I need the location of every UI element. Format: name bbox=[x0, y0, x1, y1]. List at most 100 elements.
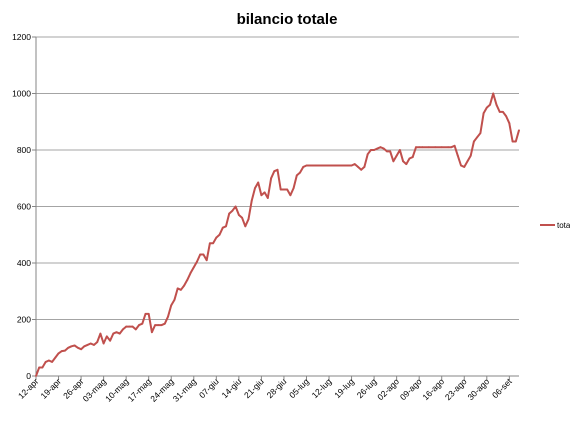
data-point bbox=[299, 171, 301, 174]
data-point bbox=[202, 253, 205, 256]
x-tick-label: 06-set bbox=[490, 376, 514, 400]
data-point bbox=[379, 146, 382, 149]
data-point bbox=[228, 212, 231, 215]
x-tick-label: 30-ago bbox=[465, 376, 491, 402]
data-point bbox=[86, 344, 89, 346]
data-point bbox=[244, 225, 247, 228]
data-point bbox=[254, 187, 256, 190]
data-point bbox=[360, 168, 363, 171]
data-point bbox=[395, 154, 398, 157]
series-line-totale bbox=[35, 92, 520, 377]
y-tick-label: 1000 bbox=[12, 89, 31, 99]
data-point bbox=[312, 164, 314, 167]
data-point bbox=[189, 271, 192, 274]
data-point bbox=[57, 352, 60, 355]
data-point bbox=[495, 103, 498, 106]
x-tick-label: 07-giu bbox=[197, 376, 221, 400]
data-point bbox=[347, 164, 350, 167]
data-point bbox=[382, 147, 385, 150]
data-point bbox=[54, 356, 57, 359]
data-point bbox=[363, 166, 366, 168]
data-point bbox=[266, 197, 269, 199]
data-point bbox=[196, 260, 198, 263]
data-point bbox=[482, 112, 485, 115]
data-point bbox=[51, 360, 53, 363]
data-point bbox=[498, 110, 501, 113]
x-tick-label: 17-mag bbox=[126, 376, 154, 404]
data-point bbox=[131, 325, 134, 328]
data-point bbox=[369, 149, 372, 151]
data-point bbox=[215, 236, 218, 239]
x-tick-label: 03-mag bbox=[81, 376, 109, 404]
data-point bbox=[160, 324, 163, 327]
series-layer bbox=[35, 92, 520, 377]
data-point bbox=[44, 360, 47, 363]
data-point bbox=[421, 146, 424, 149]
data-point bbox=[405, 163, 408, 166]
data-point bbox=[305, 164, 308, 167]
data-point bbox=[144, 312, 147, 315]
data-point bbox=[276, 168, 279, 171]
data-point bbox=[205, 259, 208, 262]
data-point bbox=[237, 214, 240, 216]
data-point bbox=[334, 164, 337, 167]
data-point bbox=[250, 199, 253, 202]
data-point bbox=[115, 331, 118, 334]
data-point bbox=[386, 150, 388, 153]
legend-label-totale: totale bbox=[557, 221, 570, 230]
data-point bbox=[109, 339, 111, 342]
data-point bbox=[398, 149, 401, 151]
data-point bbox=[492, 92, 495, 95]
y-tick-label: 0 bbox=[26, 371, 31, 381]
data-point bbox=[440, 146, 443, 149]
data-point bbox=[234, 205, 237, 208]
data-point bbox=[321, 164, 324, 167]
data-point bbox=[47, 359, 50, 362]
data-point bbox=[167, 315, 169, 318]
data-point bbox=[402, 160, 404, 163]
axes bbox=[32, 36, 519, 380]
data-point bbox=[408, 157, 411, 160]
data-point bbox=[112, 332, 115, 335]
x-tick-label: 26-lug bbox=[355, 376, 379, 400]
data-point bbox=[295, 174, 298, 177]
data-point bbox=[60, 350, 63, 353]
data-point bbox=[105, 335, 108, 338]
data-point bbox=[292, 187, 295, 190]
data-point bbox=[67, 346, 70, 349]
data-point bbox=[453, 144, 456, 147]
data-point bbox=[231, 209, 234, 212]
data-point bbox=[302, 166, 305, 168]
data-point bbox=[154, 324, 157, 327]
data-point bbox=[260, 194, 263, 197]
y-tick-label: 1200 bbox=[12, 32, 31, 42]
data-point bbox=[415, 146, 417, 149]
data-point bbox=[514, 140, 517, 143]
data-point bbox=[147, 312, 150, 315]
data-point bbox=[221, 226, 224, 229]
x-tick-label: 21-giu bbox=[242, 376, 266, 400]
data-point bbox=[35, 375, 37, 377]
data-point bbox=[93, 344, 95, 346]
data-point bbox=[373, 149, 375, 151]
data-point bbox=[76, 346, 79, 349]
data-point bbox=[41, 366, 44, 369]
y-axis-tick-labels: 0 200 400 600 800 1000 1200 bbox=[12, 32, 31, 381]
data-point bbox=[257, 181, 260, 184]
data-point bbox=[212, 242, 215, 245]
x-tick-label: 14-giu bbox=[219, 376, 243, 400]
data-point bbox=[392, 160, 395, 163]
data-point bbox=[134, 328, 137, 331]
data-point bbox=[138, 324, 140, 327]
data-point bbox=[389, 150, 392, 153]
data-point bbox=[353, 163, 356, 166]
data-point bbox=[225, 225, 227, 228]
x-tick-label: 02-ago bbox=[375, 376, 401, 402]
data-point bbox=[411, 156, 414, 158]
data-point bbox=[473, 140, 475, 143]
data-point bbox=[286, 188, 289, 191]
data-point bbox=[508, 122, 511, 125]
data-point bbox=[89, 342, 92, 345]
data-point bbox=[476, 136, 479, 139]
data-point bbox=[270, 177, 272, 180]
